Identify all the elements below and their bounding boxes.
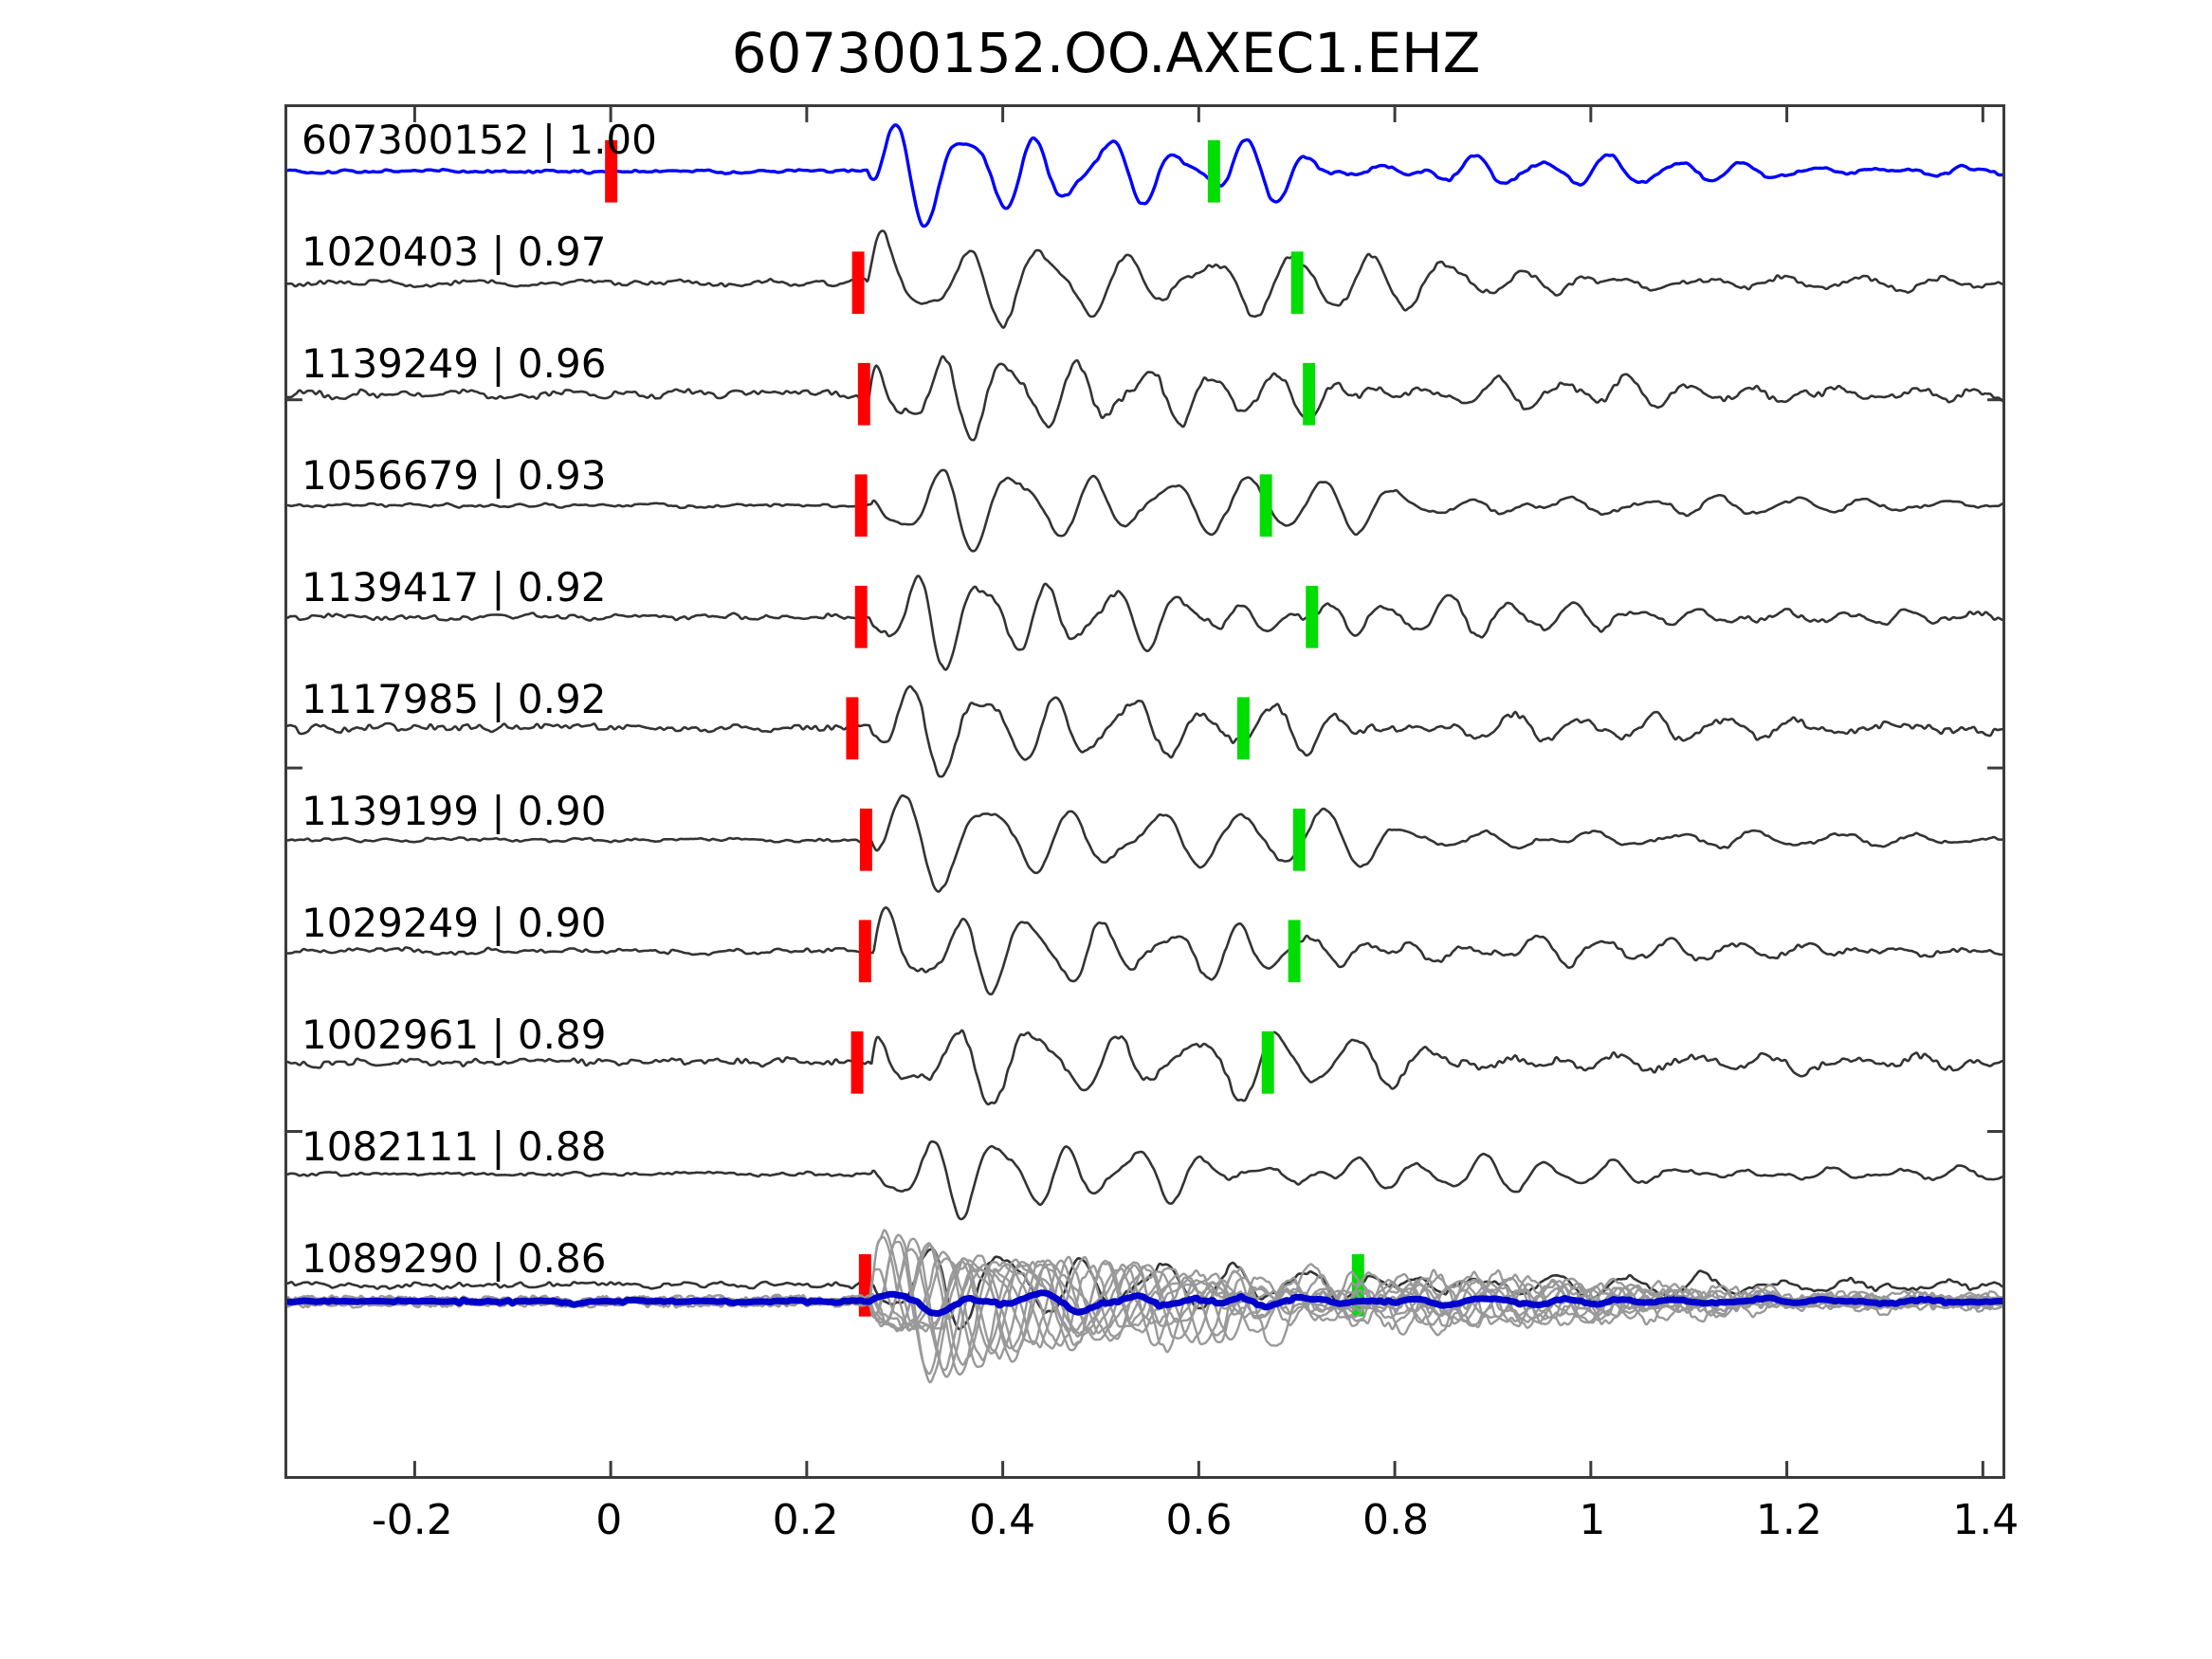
waveform-trace [287, 684, 2002, 778]
waveform-trace [287, 468, 2002, 553]
s-pick-marker [1292, 808, 1306, 871]
x-tick-label: 1.2 [1755, 1496, 1822, 1544]
p-pick-marker [859, 808, 872, 871]
p-pick-marker [851, 251, 865, 315]
waveform-trace [287, 229, 2002, 329]
p-pick-marker [854, 474, 868, 538]
p-pick-marker [846, 697, 859, 760]
trace-label: 1029249 | 0.90 [302, 900, 607, 946]
trace-label: 1089290 | 0.86 [302, 1235, 607, 1282]
s-pick-marker [1288, 920, 1301, 983]
s-pick-marker [1236, 697, 1250, 760]
waveform-trace [287, 1139, 2002, 1221]
waveform-trace [287, 906, 2002, 996]
x-tick-label: 0.6 [1165, 1496, 1233, 1544]
waveform-trace [287, 574, 2002, 671]
x-tick-label: 1 [1579, 1496, 1606, 1544]
x-tick-label: 0.8 [1362, 1496, 1429, 1544]
x-tick-label: 0.4 [969, 1496, 1036, 1544]
x-tick-label: 0 [595, 1496, 623, 1544]
x-tick-label: 0.2 [772, 1496, 839, 1544]
s-pick-marker [1259, 474, 1272, 538]
waveform-trace [287, 793, 2002, 893]
stack-average-trace [287, 1289, 2002, 1317]
trace-label: 1082111 | 0.88 [302, 1123, 607, 1170]
s-pick-marker [1290, 251, 1304, 315]
s-pick-marker [1306, 585, 1319, 648]
p-pick-marker [857, 362, 870, 426]
waveform-canvas [287, 107, 2002, 1476]
x-tick-label: -0.2 [371, 1496, 453, 1544]
s-pick-marker [1303, 362, 1316, 426]
p-pick-marker [850, 1030, 864, 1094]
trace-label: 607300152 | 1.00 [302, 117, 657, 163]
page-title: 607300152.OO.AXEC1.EHZ [731, 21, 1481, 85]
waveform-trace [287, 355, 2002, 442]
trace-label: 1139249 | 0.96 [302, 340, 607, 387]
x-tick-label: 1.4 [1952, 1496, 2020, 1544]
waveform-trace [287, 123, 2002, 228]
trace-label: 1020403 | 0.97 [302, 228, 607, 275]
trace-label: 1139417 | 0.92 [302, 564, 607, 611]
trace-label: 1056679 | 0.93 [302, 452, 607, 499]
p-pick-marker [858, 920, 871, 983]
s-pick-marker [1261, 1030, 1274, 1094]
x-axis-tick-labels: -0.2 0 0.2 0.4 0.6 0.8 1 1.2 1.4 [0, 1496, 2212, 1562]
plot-area [284, 104, 2005, 1479]
trace-label: 1117985 | 0.92 [302, 676, 607, 722]
p-pick-marker [854, 585, 868, 648]
trace-label: 1002961 | 0.89 [302, 1012, 607, 1058]
p-pick-marker [605, 139, 618, 203]
waveform-trace [287, 1029, 2002, 1106]
trace-label: 1139199 | 0.90 [302, 788, 607, 834]
s-pick-marker [1207, 139, 1220, 203]
